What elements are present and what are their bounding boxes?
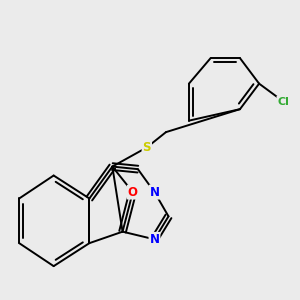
- Text: O: O: [128, 186, 138, 199]
- Text: S: S: [142, 141, 151, 154]
- Text: N: N: [149, 233, 160, 246]
- Text: Cl: Cl: [278, 97, 289, 106]
- Text: N: N: [149, 186, 160, 199]
